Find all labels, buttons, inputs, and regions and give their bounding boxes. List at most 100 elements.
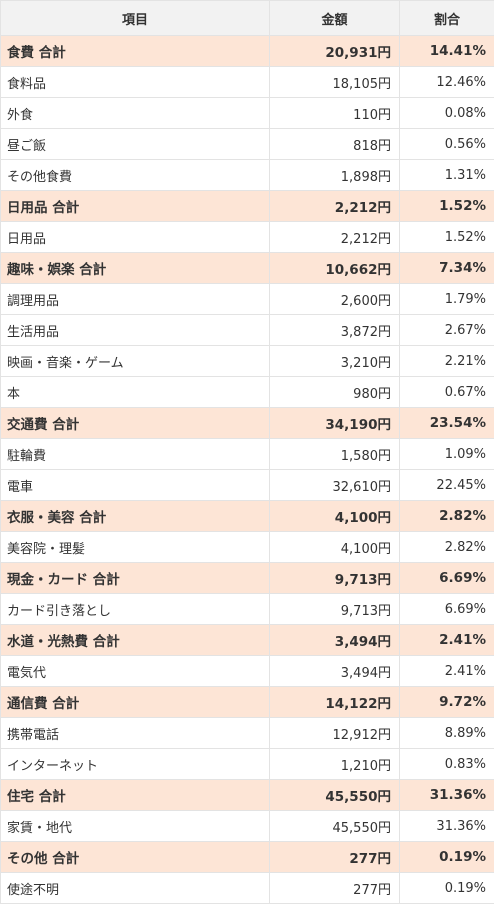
row-name-cell: 現金・カード 合計 [1,563,270,594]
row-amount-cell: 1,898円 [270,160,400,191]
row-ratio-cell: 1.52% [400,222,494,253]
row-name-cell: 本 [1,377,270,408]
row-name-cell: カード引き落とし [1,594,270,625]
row-amount-cell: 18,105円 [270,67,400,98]
row-amount-cell: 3,494円 [270,656,400,687]
row-name-cell: 駐輪費 [1,439,270,470]
row-amount-cell: 980円 [270,377,400,408]
row-name-cell: 趣味・娯楽 合計 [1,253,270,284]
row-amount-cell: 277円 [270,842,400,873]
row-ratio-cell: 2.82% [400,532,494,563]
row-amount-cell: 10,662円 [270,253,400,284]
row-amount-cell: 818円 [270,129,400,160]
row-amount-cell: 34,190円 [270,408,400,439]
row-amount-cell: 1,210円 [270,749,400,780]
row-amount-cell: 20,931円 [270,36,400,67]
row-amount-cell: 1,580円 [270,439,400,470]
row-ratio-cell: 0.83% [400,749,494,780]
row-ratio-cell: 6.69% [400,563,494,594]
row-amount-cell: 2,212円 [270,191,400,222]
row-ratio-cell: 2.21% [400,346,494,377]
row-name-cell: 交通費 合計 [1,408,270,439]
row-ratio-cell: 1.09% [400,439,494,470]
row-name-cell: 映画・音楽・ゲーム [1,346,270,377]
row-ratio-cell: 12.46% [400,67,494,98]
row-name-cell: その他食費 [1,160,270,191]
row-ratio-cell: 1.31% [400,160,494,191]
row-name-cell: 日用品 合計 [1,191,270,222]
row-amount-cell: 9,713円 [270,594,400,625]
row-name-cell: 水道・光熱費 合計 [1,625,270,656]
row-ratio-cell: 1.52% [400,191,494,222]
row-name-cell: 食費 合計 [1,36,270,67]
row-ratio-cell: 8.89% [400,718,494,749]
row-ratio-cell: 14.41% [400,36,494,67]
row-amount-cell: 3,210円 [270,346,400,377]
row-ratio-cell: 22.45% [400,470,494,501]
row-amount-cell: 32,610円 [270,470,400,501]
row-name-cell: その他 合計 [1,842,270,873]
row-ratio-cell: 2.41% [400,656,494,687]
row-ratio-cell: 9.72% [400,687,494,718]
row-name-cell: 通信費 合計 [1,687,270,718]
header-amount: 金額 [270,1,400,36]
row-amount-cell: 4,100円 [270,532,400,563]
row-ratio-cell: 1.79% [400,284,494,315]
row-ratio-cell: 0.56% [400,129,494,160]
row-name-cell: 携帯電話 [1,718,270,749]
row-name-cell: 家賃・地代 [1,811,270,842]
row-ratio-cell: 0.67% [400,377,494,408]
row-amount-cell: 14,122円 [270,687,400,718]
row-name-cell: 電車 [1,470,270,501]
row-ratio-cell: 2.82% [400,501,494,532]
row-amount-cell: 3,872円 [270,315,400,346]
row-ratio-cell: 0.19% [400,873,494,904]
row-name-cell: 調理用品 [1,284,270,315]
row-name-cell: 生活用品 [1,315,270,346]
table-header-row: 項目 金額 割合 [1,1,494,36]
row-ratio-cell: 6.69% [400,594,494,625]
row-name-cell: 電気代 [1,656,270,687]
row-amount-cell: 4,100円 [270,501,400,532]
row-amount-cell: 2,212円 [270,222,400,253]
row-name-cell: 住宅 合計 [1,780,270,811]
row-name-cell: 昼ご飯 [1,129,270,160]
row-name-cell: 食料品 [1,67,270,98]
row-amount-cell: 9,713円 [270,563,400,594]
row-name-cell: 美容院・理髪 [1,532,270,563]
row-amount-cell: 12,912円 [270,718,400,749]
row-ratio-cell: 7.34% [400,253,494,284]
row-ratio-cell: 23.54% [400,408,494,439]
row-ratio-cell: 31.36% [400,811,494,842]
row-name-cell: インターネット [1,749,270,780]
row-name-cell: 使途不明 [1,873,270,904]
row-amount-cell: 3,494円 [270,625,400,656]
row-name-cell: 日用品 [1,222,270,253]
row-ratio-cell: 0.19% [400,842,494,873]
header-item: 項目 [1,1,270,36]
row-name-cell: 外食 [1,98,270,129]
